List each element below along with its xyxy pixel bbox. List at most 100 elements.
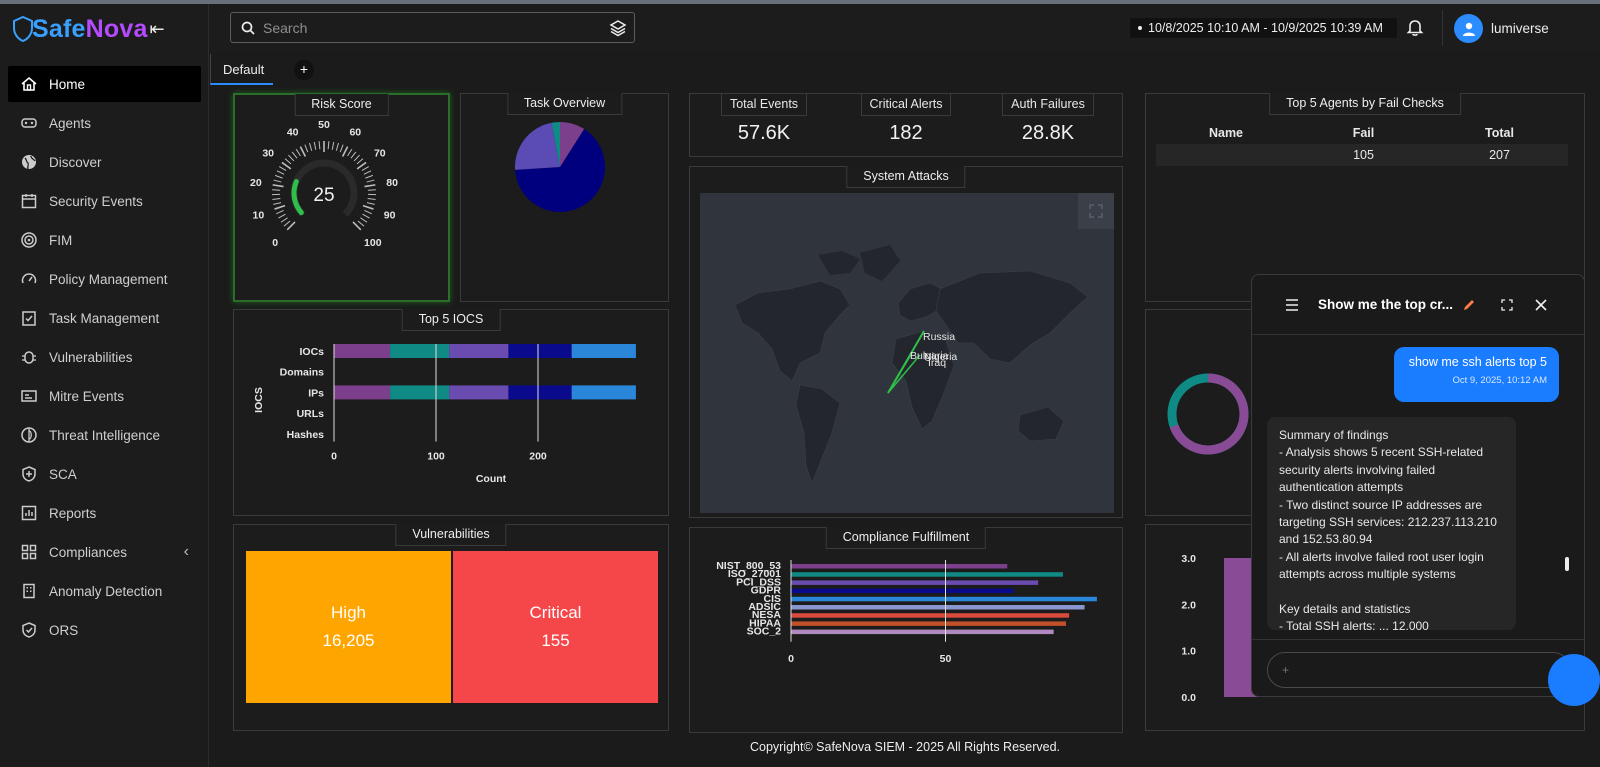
- ioc-bar-segment[interactable]: [571, 385, 636, 400]
- sidebar-item-ors[interactable]: ORS: [8, 612, 201, 648]
- ioc-bar-segment[interactable]: [508, 385, 572, 400]
- gauge-tick-label: 10: [253, 209, 265, 221]
- sidebar-item-discover[interactable]: Discover: [8, 144, 201, 180]
- sidebar-item-mitre-events[interactable]: Mitre Events: [8, 378, 201, 414]
- ioc-bar-segment[interactable]: [449, 344, 509, 358]
- gauge-tick: [364, 210, 372, 215]
- sidebar-item-label: Mitre Events: [49, 388, 125, 404]
- ioc-bar-segment[interactable]: [334, 344, 391, 358]
- chat-input-box[interactable]: [1267, 652, 1571, 688]
- search-box[interactable]: [230, 12, 635, 43]
- vuln-critical-tile[interactable]: Critical 155: [453, 551, 658, 703]
- gauge-tick: [360, 217, 368, 223]
- sidebar-item-policy-management[interactable]: Policy Management: [8, 261, 201, 297]
- sidebar-item-label: Home: [49, 76, 86, 92]
- gauge-tick: [304, 144, 309, 153]
- gauge-tick: [274, 204, 286, 210]
- pie-slice[interactable]: [515, 122, 560, 170]
- footer: Copyright© SafeNova SIEM - 2025 All Righ…: [749, 740, 1061, 754]
- sidebar-item-fim[interactable]: FIM: [8, 222, 201, 258]
- sidebar-item-sca[interactable]: SCA: [8, 456, 201, 492]
- bell-icon[interactable]: [1406, 18, 1424, 37]
- edit-icon[interactable]: [1462, 298, 1476, 312]
- gauge-tick: [350, 151, 357, 159]
- compliance-bar[interactable]: [791, 564, 1008, 569]
- sidebar-item-agents[interactable]: Agents: [8, 105, 201, 141]
- ioc-bar-segment[interactable]: [334, 385, 391, 400]
- sidebar-item-security-events[interactable]: Security Events: [8, 183, 201, 219]
- sidebar-item-compliances[interactable]: Compliances ‹: [8, 534, 201, 570]
- chat-input[interactable]: [1282, 663, 1542, 677]
- expand-icon[interactable]: [1501, 299, 1513, 311]
- ioc-category-label: IOCs: [299, 346, 324, 358]
- layers-icon[interactable]: [609, 19, 627, 37]
- ioc-bar-segment[interactable]: [508, 344, 572, 358]
- pie-slice[interactable]: [560, 122, 585, 167]
- sidebar-item-label: Discover: [49, 154, 102, 170]
- stats-panel: Total Events 57.6K Critical Alerts 182 A…: [689, 93, 1123, 157]
- gauge-tick: [276, 210, 284, 215]
- ioc-bar-segment[interactable]: [390, 344, 450, 358]
- pie-slice[interactable]: [551, 122, 560, 167]
- sidebar-item-label: Policy Management: [49, 271, 168, 287]
- gauge-ticks: [272, 141, 376, 231]
- gauge-tick: [291, 151, 298, 159]
- vuln-high-tile[interactable]: High 16,205: [246, 551, 451, 703]
- col-total: Total: [1485, 126, 1514, 140]
- compliance-bar[interactable]: [791, 596, 1097, 602]
- gauge-tick-label: 20: [250, 177, 262, 189]
- sidebar-item-vulnerabilities[interactable]: Vulnerabilities: [8, 339, 201, 375]
- compliance-bar[interactable]: [791, 572, 1063, 577]
- avatar[interactable]: [1454, 14, 1483, 43]
- panel-title: System Attacks: [846, 166, 966, 188]
- top-iocs-panel: Top 5 IOCS Count IOCs Domains IPs URLs Hashe…: [233, 309, 669, 516]
- map-fullscreen-button[interactable]: [1078, 193, 1114, 229]
- world-map[interactable]: Russia Bulgaria Nigeria Iraq: [700, 193, 1114, 513]
- gauge-tick: [272, 189, 281, 191]
- pie-slice[interactable]: [515, 129, 605, 213]
- sidebar-item-label: Reports: [49, 505, 97, 521]
- chat-scrollbar[interactable]: [1565, 557, 1569, 571]
- user-message: show me ssh alerts top 5 Oct 9, 2025, 10…: [1394, 347, 1559, 402]
- add-tab-button[interactable]: +: [294, 60, 314, 80]
- sidebar-item-task-management[interactable]: Task Management: [8, 300, 201, 336]
- tab-default[interactable]: Default: [210, 54, 273, 85]
- gauge-tick: [367, 189, 376, 191]
- close-icon[interactable]: [1535, 299, 1547, 311]
- sidebar-item-label: FIM: [49, 232, 73, 248]
- compliance-bar[interactable]: [791, 605, 1085, 610]
- compliance-bar[interactable]: [791, 588, 1014, 594]
- sidebar-item-threat-intelligence[interactable]: Threat Intelligence: [8, 417, 201, 453]
- gauge-icon: [21, 273, 37, 284]
- compliance-bar[interactable]: [791, 613, 1070, 618]
- logo[interactable]: Safe Nova ⇤: [12, 12, 165, 46]
- compliance-bar[interactable]: [791, 580, 1039, 585]
- compliance-label: PCI_DSS: [736, 576, 781, 588]
- panel-title: Top 5 Agents by Fail Checks: [1269, 93, 1461, 115]
- ioc-bar-segment[interactable]: [390, 385, 450, 400]
- sidebar-item-reports[interactable]: Reports: [8, 495, 201, 531]
- table-row[interactable]: 105 207: [1156, 144, 1568, 166]
- sidebar-item-home[interactable]: Home: [8, 66, 201, 102]
- panel-title: Task Overview: [506, 93, 623, 115]
- ioc-bar-segment[interactable]: [449, 385, 509, 400]
- sidebar-item-anomaly-detection[interactable]: Anomaly Detection: [8, 573, 201, 609]
- dashboard-tabs: Default +: [210, 52, 1600, 85]
- menu-icon[interactable]: [1285, 299, 1299, 311]
- globe-icon: [22, 155, 36, 170]
- username[interactable]: lumiverse: [1491, 21, 1549, 36]
- ioc-bar-segment[interactable]: [571, 344, 636, 358]
- chevron-left-icon[interactable]: ‹: [183, 543, 189, 560]
- collapse-sidebar-icon[interactable]: ⇤: [149, 18, 165, 39]
- date-dot: [1138, 26, 1142, 30]
- compliance-bar[interactable]: [791, 629, 1054, 635]
- chat-footer: [1252, 639, 1584, 696]
- search-input[interactable]: [263, 19, 593, 36]
- gauge-tick: [366, 202, 375, 205]
- risk-score-value: 25: [313, 185, 334, 206]
- compliance-bar[interactable]: [791, 621, 1067, 626]
- gauge-tick: [274, 174, 283, 179]
- chat-fab-button[interactable]: [1548, 654, 1600, 706]
- date-range-picker[interactable]: 10/8/2025 10:10 AM - 10/9/2025 10:39 AM: [1130, 18, 1397, 38]
- right-chart-tick-label: 1.0: [1181, 646, 1196, 658]
